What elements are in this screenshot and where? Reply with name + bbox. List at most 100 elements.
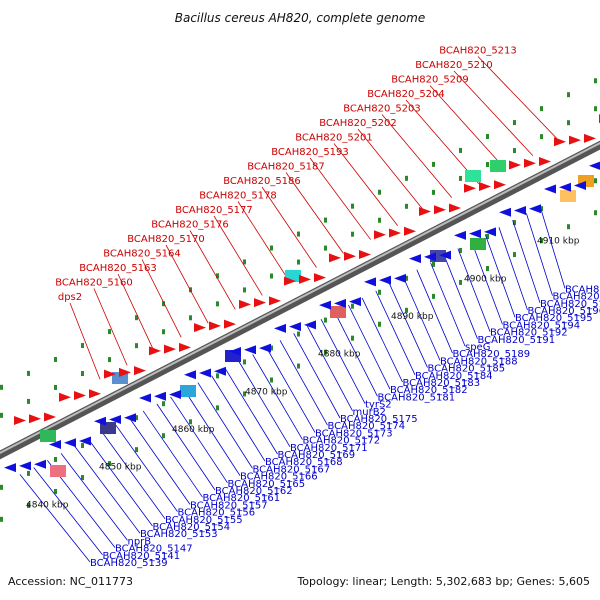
reverse-gene-arrow — [484, 227, 496, 237]
reverse-gene-label: BCAH820_5189 — [453, 349, 531, 360]
reverse-gene-block — [50, 465, 66, 477]
tick-mark — [27, 370, 30, 376]
tick-mark — [513, 252, 516, 258]
forward-gene-block — [112, 372, 128, 384]
tick-mark — [27, 502, 30, 508]
tick-mark — [81, 443, 84, 449]
leader-line — [320, 318, 366, 404]
reverse-gene-label: BCAH820_5167 — [253, 464, 331, 475]
tick-mark — [297, 259, 300, 265]
forward-gene-arrow — [224, 319, 236, 329]
tick-mark — [486, 162, 489, 167]
leader-line — [165, 244, 209, 324]
forward-gene-arrow — [569, 135, 581, 145]
tick-mark — [0, 484, 3, 490]
forward-gene-arrow — [59, 392, 71, 402]
tick-mark — [270, 273, 273, 279]
tick-mark — [351, 203, 354, 209]
forward-gene-arrow — [449, 203, 461, 213]
forward-gene-arrow — [29, 414, 41, 424]
leader-line — [88, 438, 153, 527]
reverse-gene-arrow — [394, 273, 406, 283]
reverse-gene-arrow — [124, 413, 136, 423]
tick-mark — [81, 475, 84, 481]
forward-gene-arrow — [524, 158, 536, 168]
leader-line — [211, 375, 266, 462]
tick-mark — [324, 217, 327, 223]
forward-gene-arrow — [299, 274, 311, 284]
leader-line — [457, 248, 491, 332]
tick-mark — [270, 377, 273, 383]
tick-mark — [81, 371, 84, 377]
reverse-gene-arrow — [154, 391, 166, 401]
leader-line — [33, 467, 103, 556]
reverse-gene-arrow — [574, 180, 586, 190]
reverse-gene-block — [100, 422, 116, 434]
leader-line — [117, 273, 155, 352]
tick-mark — [108, 357, 111, 363]
leader-line — [213, 215, 263, 296]
forward-gene-arrow — [119, 367, 131, 377]
tick-mark — [513, 148, 516, 154]
leader-line — [189, 230, 236, 310]
forward-gene-label: BCAH820_5186 — [223, 176, 301, 187]
reverse-gene-arrow — [274, 323, 286, 333]
tick-mark — [594, 178, 597, 184]
tick-mark — [540, 238, 543, 244]
tick-mark — [162, 329, 165, 335]
forward-gene-arrow — [329, 253, 341, 263]
tick-mark — [594, 78, 597, 84]
tick-mark — [432, 161, 435, 167]
forward-gene-arrow — [404, 226, 416, 236]
forward-gene-arrow — [134, 366, 146, 376]
tick-mark — [81, 343, 84, 349]
reverse-gene-label: BCAH820_5171 — [290, 443, 368, 454]
scale-label: 4860 kbp — [172, 425, 215, 435]
leader-line — [525, 213, 553, 296]
tick-mark — [540, 106, 543, 112]
forward-gene-arrow — [314, 273, 326, 283]
tick-mark — [135, 315, 138, 321]
forward-gene-label: BCAH820_5210 — [415, 60, 493, 71]
reverse-gene-arrow — [169, 390, 181, 400]
reverse-gene-arrow — [229, 347, 241, 357]
tick-mark — [378, 289, 381, 295]
leader-line — [430, 262, 466, 347]
tick-mark — [216, 405, 219, 411]
leader-line — [237, 201, 290, 282]
scale-label: 4850 kbp — [99, 463, 142, 473]
reverse-gene-arrow — [34, 459, 46, 469]
forward-gene-arrow — [374, 230, 386, 240]
scale-label: 4880 kbp — [318, 350, 361, 360]
reverse-gene-label: BCAH820_5169 — [278, 450, 356, 461]
reverse-gene-arrow — [349, 297, 361, 307]
leader-line — [309, 157, 371, 240]
tick-mark — [324, 245, 327, 251]
reverse-gene-label: BCAH820_5188 — [440, 356, 518, 367]
leader-line — [293, 333, 341, 419]
forward-gene-label: BCAH820_5170 — [127, 234, 205, 245]
leader-line — [265, 347, 316, 433]
forward-gene-arrow — [359, 249, 371, 259]
tick-mark — [351, 335, 354, 341]
leader-line — [170, 396, 228, 484]
leader-line — [512, 220, 541, 303]
tick-mark — [378, 217, 381, 223]
forward-gene-label: BCAH820_5177 — [175, 205, 253, 216]
tick-mark — [243, 259, 246, 265]
reverse-gene-block — [560, 190, 576, 202]
tick-mark — [0, 516, 3, 522]
tick-mark — [540, 134, 543, 140]
tick-mark — [162, 433, 165, 439]
reverse-gene-arrow — [529, 204, 541, 214]
reverse-gene-arrow — [139, 393, 151, 403]
leader-line — [101, 431, 166, 520]
reverse-gene-label: BCAH820_5147 — [115, 544, 193, 555]
reverse-gene-label: BCAH820_5198 — [553, 292, 600, 303]
forward-gene-arrow — [269, 296, 281, 306]
leader-line — [348, 304, 391, 390]
reverse-gene-arrow — [64, 438, 76, 448]
forward-gene-arrow — [194, 323, 206, 333]
reverse-gene-arrow — [199, 368, 211, 378]
scale-label: 4840 kbp — [26, 500, 69, 510]
